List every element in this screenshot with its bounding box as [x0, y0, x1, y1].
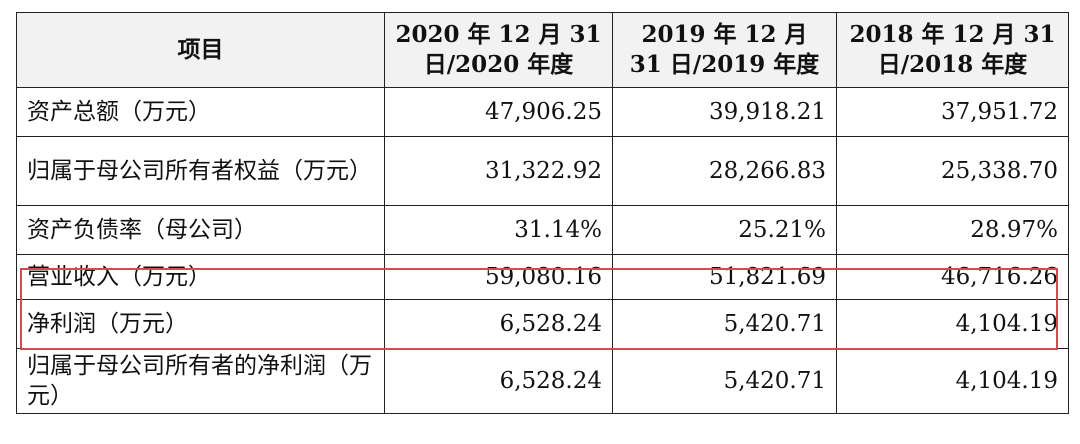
value-2018: 46,716.26 — [836, 254, 1069, 300]
value-2019: 25.21% — [612, 205, 837, 255]
header-2019: 2019 年 12 月 31 日/2019 年度 — [612, 12, 837, 88]
row-label: 归属于母公司所有者权益（万元） — [16, 136, 385, 206]
table-row: 归属于母公司所有者的净利润（万元） 6,528.24 5,420.71 4,10… — [16, 348, 1069, 414]
value-2018: 25,338.70 — [836, 136, 1069, 206]
table-header-row: 项目 2020 年 12 月 31 日/2020 年度 2019 年 12 月 … — [16, 12, 1069, 88]
value-2019: 28,266.83 — [612, 136, 837, 206]
value-2020: 6,528.24 — [384, 299, 613, 349]
financial-summary-table: 项目 2020 年 12 月 31 日/2020 年度 2019 年 12 月 … — [16, 12, 1069, 414]
value-2018: 4,104.19 — [836, 348, 1069, 414]
financial-table-container: 项目 2020 年 12 月 31 日/2020 年度 2019 年 12 月 … — [16, 12, 1069, 414]
table-row: 净利润（万元） 6,528.24 5,420.71 4,104.19 — [16, 299, 1069, 349]
value-2020: 31.14% — [384, 205, 613, 255]
table-row: 营业收入（万元） 59,080.16 51,821.69 46,716.26 — [16, 254, 1069, 300]
value-2018: 4,104.19 — [836, 299, 1069, 349]
value-2020: 31,322.92 — [384, 136, 613, 206]
value-2020: 47,906.25 — [384, 87, 613, 137]
value-2020: 59,080.16 — [384, 254, 613, 300]
row-label: 资产负债率（母公司） — [16, 205, 385, 255]
value-2019: 5,420.71 — [612, 299, 837, 349]
row-label: 归属于母公司所有者的净利润（万元） — [16, 348, 385, 414]
value-2019: 51,821.69 — [612, 254, 837, 300]
value-2018: 28.97% — [836, 205, 1069, 255]
row-label: 资产总额（万元） — [16, 87, 385, 137]
row-label: 营业收入（万元） — [16, 254, 385, 300]
table-row: 资产总额（万元） 47,906.25 39,918.21 37,951.72 — [16, 87, 1069, 137]
value-2019: 5,420.71 — [612, 348, 837, 414]
table-row: 资产负债率（母公司） 31.14% 25.21% 28.97% — [16, 205, 1069, 255]
row-label: 净利润（万元） — [16, 299, 385, 349]
value-2019: 39,918.21 — [612, 87, 837, 137]
value-2018: 37,951.72 — [836, 87, 1069, 137]
header-2018: 2018 年 12 月 31 日/2018 年度 — [836, 12, 1069, 88]
header-item: 项目 — [16, 12, 385, 88]
value-2020: 6,528.24 — [384, 348, 613, 414]
header-2020: 2020 年 12 月 31 日/2020 年度 — [384, 12, 613, 88]
table-row: 归属于母公司所有者权益（万元） 31,322.92 28,266.83 25,3… — [16, 136, 1069, 206]
